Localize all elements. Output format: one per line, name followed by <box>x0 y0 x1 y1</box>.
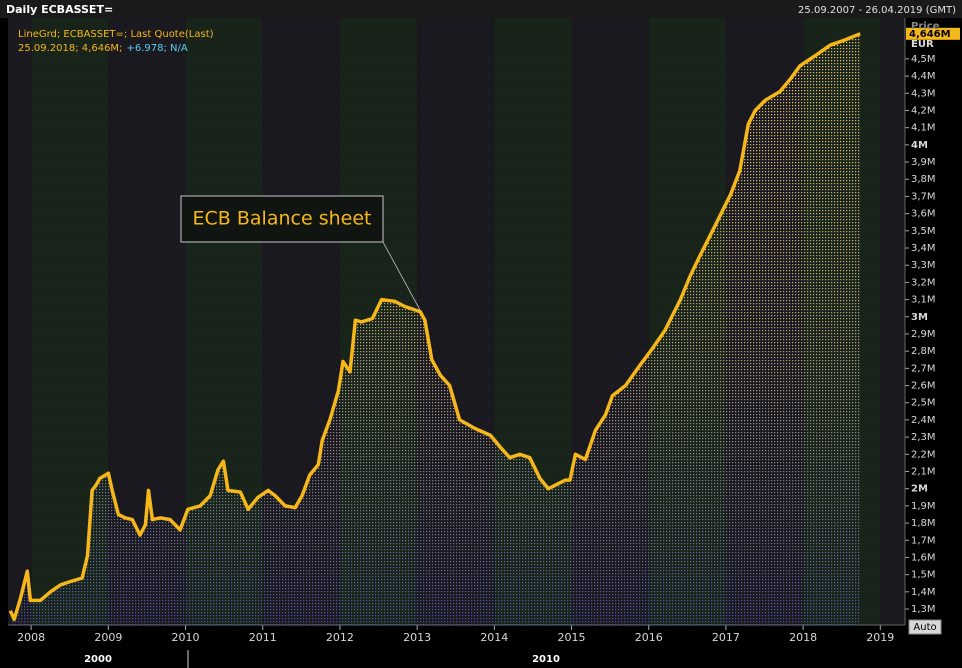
year-band <box>8 18 32 625</box>
plot: 1,3M 1,4M 1,5M 1,6M 1,7M 1,8M 1,9M 2M 2,1M 2,2M 2,… <box>8 18 960 668</box>
legend-value: +6.978; N/A <box>126 43 187 54</box>
header-bar <box>0 0 962 18</box>
y-tick-label: 3,2M <box>911 277 936 288</box>
y-tick-label: 2,5M <box>911 398 936 409</box>
x-tick-label: 2016 <box>635 631 663 644</box>
y-tick-label: 1,3M <box>911 604 936 615</box>
y-tick-label: 3,4M <box>911 243 936 254</box>
legend-line: LineGrd; ECBASSET=; Last Quote(Last) <box>18 29 214 40</box>
y-tick-label: 2,7M <box>911 363 936 374</box>
annotation-text: ECB Balance sheet <box>193 208 372 230</box>
x-tick-label: 2010 <box>172 631 200 644</box>
x-tick-label: 2018 <box>789 631 817 644</box>
y-tick-label: 2,6M <box>911 381 936 392</box>
y-tick-label: 2,8M <box>911 346 936 357</box>
y-tick-label: 4,5M <box>911 54 936 65</box>
y-tick-label: 2,2M <box>911 449 936 460</box>
y-tick-label: 1,6M <box>911 552 936 563</box>
y-tick-label: 3,8M <box>911 174 936 185</box>
x-tick-label: 2012 <box>326 631 354 644</box>
y-tick-label: 3,9M <box>911 157 936 168</box>
y-tick-label: 3,5M <box>911 226 936 237</box>
annotation-box <box>180 195 384 243</box>
y-tick-label: 2M <box>911 484 928 495</box>
legend-value: 25.09.2018; 4,646M; <box>18 43 122 54</box>
x-group-label: 2010 <box>532 654 560 665</box>
y-tick-label: 3,7M <box>911 191 936 202</box>
area-fill <box>10 33 861 626</box>
auto-button-label: Auto <box>913 622 936 633</box>
y-tick-label: 1,5M <box>911 570 936 581</box>
year-band <box>880 18 905 625</box>
last-value-box <box>906 27 960 40</box>
y-tick-label: 2,3M <box>911 432 936 443</box>
x-tick-label: 2008 <box>17 631 45 644</box>
y-tick-label: 2,9M <box>911 329 936 340</box>
last-value-label: 4,646M <box>909 29 951 40</box>
annotation-leader <box>382 241 421 311</box>
series-line <box>8 32 861 622</box>
x-tick-label: 2009 <box>94 631 122 644</box>
header-title: Daily ECBASSET= <box>6 3 113 16</box>
x-tick-label: 2013 <box>403 631 431 644</box>
y-axis-title: Price <box>911 21 940 32</box>
x-tick-label: 2014 <box>480 631 508 644</box>
auto-button[interactable]: Auto <box>908 619 942 635</box>
y-tick-label: 4M <box>911 140 928 151</box>
y-tick-label: 4,2M <box>911 105 936 116</box>
y-tick-label: 1,9M <box>911 501 936 512</box>
y-tick-label: 2,1M <box>911 466 936 477</box>
header-range: 25.09.2007 - 26.04.2019 (GMT) <box>798 5 956 16</box>
y-axis-unit: EUR <box>911 39 934 50</box>
y-tick-label: 4,3M <box>911 88 936 99</box>
y-tick-label: 4,1M <box>911 123 936 134</box>
y-tick-label: 3,3M <box>911 260 936 271</box>
x-group-label: 2000 <box>84 654 112 665</box>
x-tick-label: 2011 <box>249 631 277 644</box>
y-tick-label: 1,8M <box>911 518 936 529</box>
y-tick-label: 3M <box>911 312 928 323</box>
legend-values: 25.09.2018; 4,646M; +6.978; N/A <box>18 43 188 54</box>
y-tick-label: 3,1M <box>911 295 936 306</box>
y-tick-label: 1,4M <box>911 587 936 598</box>
x-tick-label: 2017 <box>712 631 740 644</box>
y-tick-label: 2,4M <box>911 415 936 426</box>
x-tick-label: 2015 <box>558 631 586 644</box>
auto-button-bg <box>908 619 942 635</box>
y-tick-label: 1,7M <box>911 535 936 546</box>
y-tick-label: 3,6M <box>911 209 936 220</box>
y-tick-label: 4,4M <box>911 71 936 82</box>
x-tick-label: 2019 <box>866 631 894 644</box>
